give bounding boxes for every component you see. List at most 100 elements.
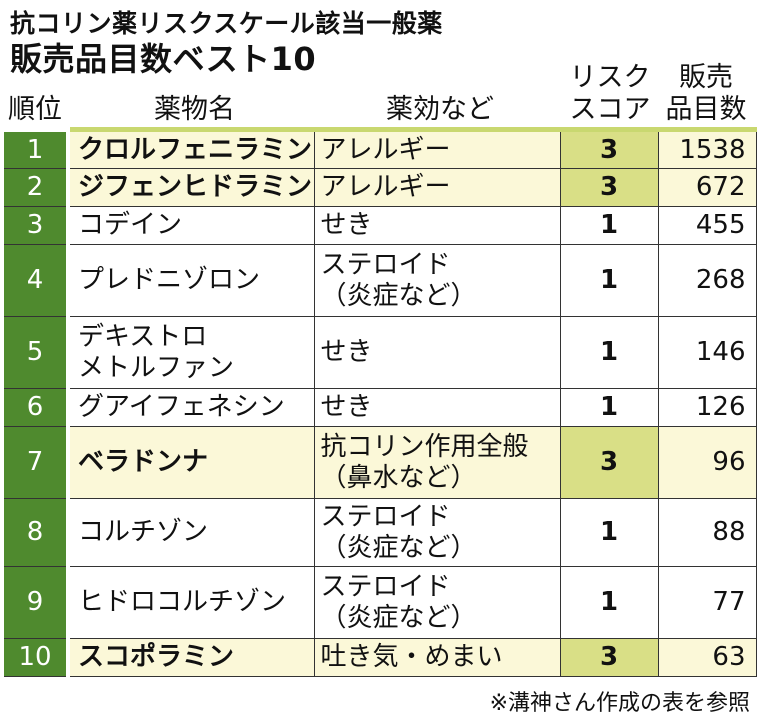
- effect-line: アレルギー: [320, 172, 451, 202]
- drug-name-line: ヒドロコルチゾン: [78, 587, 287, 617]
- drug-name-cell: グアイフェネシン: [67, 388, 315, 427]
- product-count-cell: 1538: [657, 127, 757, 169]
- table-row: 6 グアイフェネシン せき 1 126: [4, 388, 757, 427]
- drug-name-cell: ヒドロコルチゾン: [67, 566, 315, 639]
- drug-name-line: ジフェンヒドラミン: [78, 172, 313, 202]
- risk-score-cell: 1: [559, 244, 659, 317]
- effect-cell: ステロイド （炎症など）: [313, 244, 561, 317]
- effect-cell: アレルギー: [313, 168, 561, 207]
- effect-cell: 吐き気・めまい: [313, 638, 561, 677]
- source-note: ※溝神さん作成の表を参照: [489, 691, 750, 716]
- product-count-cell: 77: [657, 566, 757, 639]
- drug-name-cell: デキストロ メトルファン: [67, 316, 315, 389]
- rank-cell: 1: [4, 127, 70, 169]
- drug-name-cell: クロルフェニラミン: [67, 127, 315, 169]
- drug-name-line: プレドニゾロン: [78, 265, 261, 295]
- risk-score-cell: 3: [559, 426, 659, 499]
- drug-name-cell: コルチゾン: [67, 498, 315, 567]
- drug-name-line: クロルフェニラミン: [78, 134, 313, 165]
- effect-line: （炎症など）: [320, 602, 477, 633]
- effect-line: ステロイド: [320, 249, 451, 280]
- header-rank: 順位: [8, 94, 62, 125]
- title-line-1: 抗コリン薬リスクスケール該当一般薬: [10, 9, 443, 38]
- table-row: 7 ベラドンナ 抗コリン作用全般 （鼻水など） 3 96: [4, 426, 757, 499]
- table-row: 3 コデイン せき 1 455: [4, 206, 757, 245]
- rank-cell: 7: [4, 426, 70, 499]
- effect-line: （炎症など）: [320, 532, 477, 563]
- table-row: 9 ヒドロコルチゾン ステロイド （炎症など） 1 77: [4, 566, 757, 639]
- header-count: 販売 品目数: [660, 62, 752, 126]
- effect-line: 抗コリン作用全般: [320, 431, 529, 462]
- table-row: 4 プレドニゾロン ステロイド （炎症など） 1 268: [4, 244, 757, 317]
- product-count-cell: 88: [657, 498, 757, 567]
- risk-score-cell: 1: [559, 206, 659, 245]
- header-score: リスク スコア: [564, 62, 656, 126]
- effect-cell: 抗コリン作用全般 （鼻水など）: [313, 426, 561, 499]
- effect-line: （鼻水など）: [320, 462, 477, 493]
- drug-name-line: グアイフェネシン: [78, 392, 285, 422]
- effect-cell: ステロイド （炎症など）: [313, 498, 561, 567]
- effect-cell: アレルギー: [313, 127, 561, 169]
- header-count-line-2: 品目数: [665, 94, 747, 125]
- drug-name-cell: スコポラミン: [67, 638, 315, 677]
- drug-name-cell: プレドニゾロン: [67, 244, 315, 317]
- drug-name-line: ベラドンナ: [78, 447, 209, 477]
- rank-cell: 3: [4, 206, 70, 245]
- rank-cell: 4: [4, 244, 70, 317]
- page-title: 抗コリン薬リスクスケール該当一般薬 販売品目数ベスト10: [10, 8, 443, 78]
- risk-score-cell: 1: [559, 498, 659, 567]
- rank-cell: 5: [4, 316, 70, 389]
- drug-name-cell: ベラドンナ: [67, 426, 315, 499]
- header-score-line-2: スコア: [569, 94, 651, 125]
- product-count-cell: 63: [657, 638, 757, 677]
- effect-cell: ステロイド （炎症など）: [313, 566, 561, 639]
- product-count-cell: 96: [657, 426, 757, 499]
- risk-score-cell: 1: [559, 566, 659, 639]
- header-count-line-1: 販売: [679, 62, 733, 93]
- effect-line: せき: [320, 337, 373, 367]
- drug-name-line: コルチゾン: [78, 517, 209, 547]
- product-count-cell: 126: [657, 388, 757, 427]
- table-row: 10 スコポラミン 吐き気・めまい 3 63: [4, 638, 757, 677]
- drug-name-line: メトルファン: [78, 352, 235, 383]
- effect-line: ステロイド: [320, 501, 451, 532]
- table-row: 1 クロルフェニラミン アレルギー 3 1538: [4, 127, 757, 169]
- product-count-cell: 146: [657, 316, 757, 389]
- risk-score-cell: 1: [559, 388, 659, 427]
- effect-line: （炎症など）: [320, 280, 477, 311]
- title-line-2: 販売品目数ベスト10: [10, 40, 317, 78]
- drug-name-line: スコポラミン: [78, 642, 235, 672]
- ranking-table: 1 クロルフェニラミン アレルギー 3 1538 2 ジフェンヒドラミン アレルギー 3 672 3…: [4, 127, 757, 677]
- risk-score-cell: 1: [559, 316, 659, 389]
- drug-name-line: コデイン: [78, 210, 183, 240]
- effect-cell: せき: [313, 316, 561, 389]
- product-count-cell: 455: [657, 206, 757, 245]
- effect-line: アレルギー: [320, 134, 451, 165]
- drug-name-line: デキストロ: [78, 321, 208, 352]
- ranking-table-body: 1 クロルフェニラミン アレルギー 3 1538 2 ジフェンヒドラミン アレルギー 3 672 3…: [4, 127, 757, 677]
- product-count-cell: 672: [657, 168, 757, 207]
- rank-cell: 9: [4, 566, 70, 639]
- effect-line: ステロイド: [320, 571, 451, 602]
- effect-cell: せき: [313, 388, 561, 427]
- rank-cell: 8: [4, 498, 70, 567]
- rank-cell: 6: [4, 388, 70, 427]
- rank-cell: 2: [4, 168, 70, 207]
- effect-cell: せき: [313, 206, 561, 245]
- header-name: 薬物名: [154, 94, 235, 125]
- header-score-line-1: リスク: [569, 62, 651, 93]
- effect-line: せき: [320, 392, 373, 422]
- risk-score-cell: 3: [559, 127, 659, 169]
- header-effect: 薬効など: [386, 94, 494, 125]
- risk-score-cell: 3: [559, 168, 659, 207]
- rank-cell: 10: [4, 638, 70, 677]
- effect-line: せき: [320, 210, 373, 240]
- table-row: 2 ジフェンヒドラミン アレルギー 3 672: [4, 168, 757, 207]
- table-row: 8 コルチゾン ステロイド （炎症など） 1 88: [4, 498, 757, 567]
- product-count-cell: 268: [657, 244, 757, 317]
- effect-line: 吐き気・めまい: [320, 642, 503, 672]
- risk-score-cell: 3: [559, 638, 659, 677]
- table-row: 5 デキストロ メトルファン せき 1 146: [4, 316, 757, 389]
- drug-name-cell: コデイン: [67, 206, 315, 245]
- drug-name-cell: ジフェンヒドラミン: [67, 168, 315, 207]
